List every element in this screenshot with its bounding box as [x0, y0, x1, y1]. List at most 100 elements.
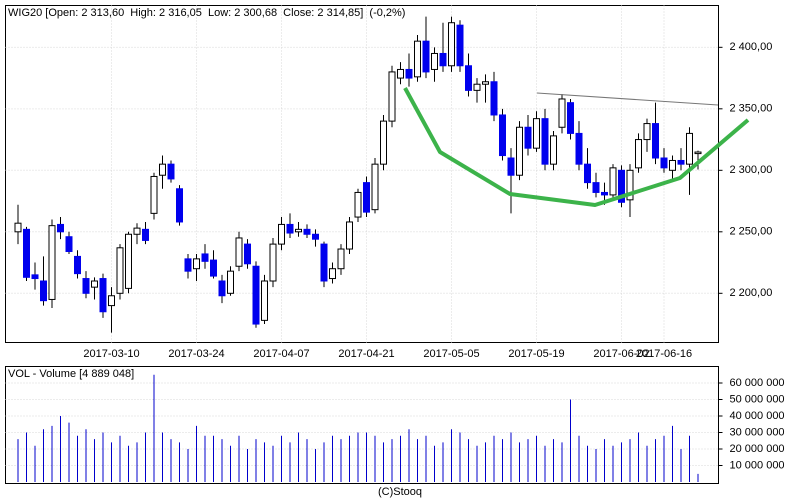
candle-body: [405, 68, 413, 79]
candle-body: [329, 268, 336, 280]
x-tick-label: 2017-06-02: [593, 348, 649, 360]
candle-body: [363, 182, 370, 213]
candle-body: [550, 135, 557, 165]
candle-body: [346, 221, 353, 250]
candle-body: [626, 169, 634, 201]
candle-body: [167, 163, 175, 180]
candle-body: [142, 228, 149, 241]
candle-body: [558, 98, 566, 128]
candle-body: [244, 243, 251, 265]
candle-body: [448, 22, 455, 67]
candle-body: [380, 120, 387, 165]
candle-body: [108, 295, 115, 307]
y-tick-label: 10 000 000: [730, 459, 785, 471]
candle-body: [618, 169, 625, 203]
y-tick-label: 2 200,00: [730, 287, 773, 299]
candle-body: [499, 114, 506, 157]
candle-body: [269, 243, 277, 282]
candle-body: [431, 52, 438, 70]
candle-body: [193, 258, 200, 270]
y-tick-label: 50 000 000: [730, 393, 785, 405]
candle-body: [218, 280, 226, 297]
y-tick-label: 20 000 000: [730, 443, 785, 455]
candle-body: [320, 243, 328, 282]
candle-body: [354, 191, 362, 218]
candle-body: [456, 24, 464, 67]
candle-body: [91, 280, 98, 288]
candle-body: [439, 52, 447, 67]
candle-body: [286, 223, 294, 234]
candle-body: [575, 132, 583, 165]
candle-body: [414, 40, 421, 78]
candle-body: [133, 227, 141, 235]
y-tick-label: 40 000 000: [730, 410, 785, 422]
candle-body: [660, 157, 668, 169]
y-tick-label: 2 400,00: [730, 41, 773, 53]
candle-body: [176, 188, 183, 223]
candle-body: [422, 40, 430, 73]
candle-body: [609, 167, 617, 196]
candle-body: [48, 225, 56, 300]
x-tick-label: 2017-06-16: [636, 348, 692, 360]
trend-line: [536, 92, 719, 106]
x-tick-label: 2017-05-05: [423, 348, 479, 360]
candle-body: [184, 258, 192, 272]
y-tick-label: 30 000 000: [730, 426, 785, 438]
candle-body: [31, 274, 39, 280]
candle-body: [592, 182, 600, 193]
footer: (C)Stooq: [378, 486, 422, 498]
y-tick-label: 60 000 000: [730, 377, 785, 389]
candle-body: [57, 223, 64, 233]
candle-body: [40, 280, 47, 302]
candle-body: [65, 236, 73, 252]
candle-body: [669, 159, 676, 171]
y-tick-label: 2 350,00: [730, 103, 773, 115]
candle-body: [14, 222, 22, 233]
candle-body: [99, 278, 107, 313]
candle-body: [686, 132, 693, 165]
candle-body: [201, 253, 209, 262]
candle-body: [337, 248, 345, 270]
candle-body: [635, 139, 642, 169]
candle-body: [261, 280, 268, 321]
candle-body: [643, 123, 651, 141]
candle-body: [125, 233, 132, 289]
candle-body: [82, 278, 90, 294]
candle-body: [397, 68, 404, 79]
candle-body: [371, 163, 379, 211]
candle-body: [295, 228, 302, 233]
x-tick-label: 2017-04-07: [253, 348, 309, 360]
candle-body: [210, 259, 217, 277]
candle-body: [252, 265, 260, 325]
candle-body: [312, 233, 319, 240]
candle-body: [567, 102, 574, 134]
volume-title: VOL - Volume [4 889 048]: [8, 368, 134, 380]
candle-body: [601, 191, 608, 196]
candle-body: [303, 228, 311, 235]
y-tick-label: 2 300,00: [730, 164, 773, 176]
candle-body: [694, 151, 702, 155]
candle-body: [584, 163, 591, 184]
y-tick-label: 2 250,00: [730, 226, 773, 238]
x-tick-label: 2017-05-19: [508, 348, 564, 360]
cup-pattern: [403, 87, 750, 207]
candle-body: [150, 175, 158, 214]
candle-body: [23, 228, 30, 278]
candle-body: [516, 126, 523, 176]
candle-body: [524, 126, 532, 149]
candle-body: [465, 65, 472, 91]
candle-body: [652, 123, 659, 159]
candle-body: [278, 223, 285, 245]
candle-body: [235, 237, 243, 267]
candle-body: [490, 81, 498, 116]
price-panel: [5, 5, 719, 343]
x-tick-label: 2017-04-21: [338, 348, 394, 360]
x-tick-label: 2017-03-10: [83, 348, 139, 360]
candle-body: [227, 270, 234, 294]
candle-body: [388, 71, 396, 122]
candle-body: [74, 255, 81, 275]
candle-body: [677, 159, 685, 165]
candle-body: [473, 83, 481, 91]
x-tick-label: 2017-03-24: [168, 348, 224, 360]
